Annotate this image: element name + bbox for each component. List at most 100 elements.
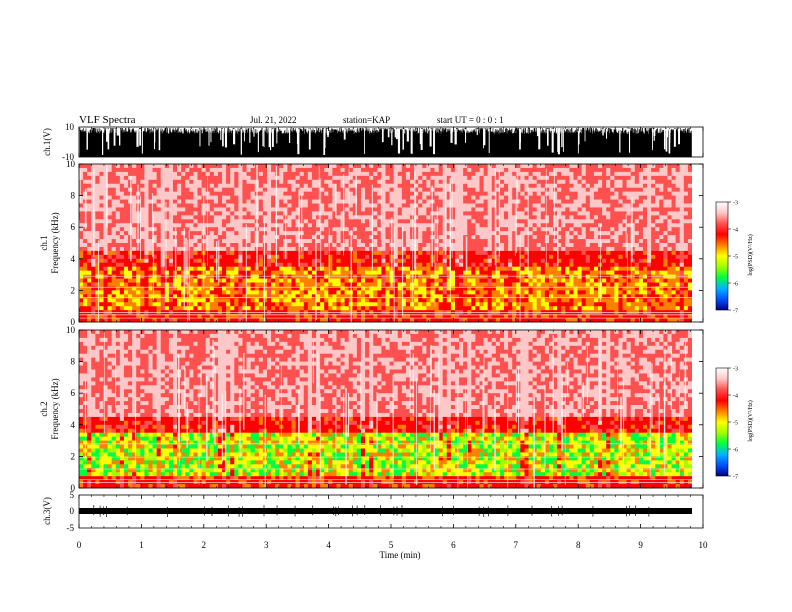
spectrogram-cell — [168, 318, 174, 323]
spectrogram-cell — [516, 191, 521, 196]
spectrogram-cell — [450, 286, 456, 291]
spectrogram-cell — [438, 195, 444, 200]
spectrogram-cell — [373, 270, 378, 275]
spectrogram-cell — [246, 298, 251, 303]
spectrogram-cell — [213, 306, 219, 311]
spectrogram-cell — [185, 207, 190, 212]
spectrogram-cell — [79, 164, 84, 169]
spectrogram-cell — [320, 246, 325, 252]
spectrogram-cell — [340, 199, 345, 204]
spectrogram-cell — [528, 286, 533, 291]
spectrogram-cell — [160, 278, 166, 283]
spectrogram-cell — [401, 282, 407, 287]
spectrogram-cell — [557, 167, 562, 173]
spectrogram-cell — [205, 314, 211, 319]
spectrogram-cell — [303, 306, 309, 311]
spectrogram-cell — [410, 199, 415, 204]
spectrogram-cell — [565, 282, 570, 287]
spectrogram-cell — [410, 235, 415, 240]
spectrogram-cell — [487, 203, 493, 208]
spectrogram-cell — [532, 266, 538, 271]
spectrogram-cell — [467, 254, 472, 260]
spectrogram-cell — [95, 227, 100, 232]
spectrogram-cell — [516, 175, 521, 181]
spectrogram-cell — [250, 187, 256, 192]
spectrogram-cell — [365, 227, 370, 232]
spectrogram-cell — [328, 199, 333, 204]
spectrogram-cell — [87, 278, 92, 283]
spectrogram-cell — [266, 187, 272, 192]
spectrogram-cell — [414, 179, 419, 185]
spectrogram-cell — [508, 195, 513, 200]
spectrogram-cell — [410, 211, 415, 216]
spectrogram-cell — [295, 199, 300, 204]
spectrogram-cell — [177, 187, 182, 192]
spectrogram-cell — [152, 223, 157, 228]
spectrogram-cell — [340, 250, 345, 256]
spectrogram-cell — [557, 250, 562, 256]
spectrogram-cell — [524, 286, 529, 291]
spectrogram-cell — [499, 167, 505, 173]
spectrogram-cell — [324, 243, 329, 248]
spectrogram-cell — [238, 167, 243, 173]
spectrogram-cell — [369, 191, 374, 196]
spectrogram-cell — [356, 306, 362, 311]
spectrogram-cell — [287, 211, 292, 216]
spectrogram-cell — [446, 207, 452, 212]
spectrogram-cell — [156, 207, 162, 212]
spectrogram-cell — [573, 164, 578, 169]
spectrogram-cell — [230, 195, 235, 200]
spectrogram-cell — [201, 179, 206, 185]
spectrogram-cell — [450, 219, 456, 224]
spectrogram-cell — [348, 227, 354, 232]
spectrogram-cell — [132, 314, 137, 319]
spectrogram-cell — [463, 278, 468, 283]
spectrogram-cell — [258, 223, 264, 228]
spectrogram-cell — [450, 239, 456, 244]
spectrogram-cell — [307, 187, 313, 192]
spectrogram-cell — [181, 314, 186, 319]
spectrogram-cell — [115, 191, 121, 196]
spectrogram-cell — [360, 203, 366, 208]
spectrogram-cell — [148, 258, 153, 264]
spectrogram-cell — [487, 266, 493, 271]
spectrogram-cell — [573, 175, 578, 181]
spectrogram-cell — [516, 258, 521, 264]
spectrogram-cell — [189, 258, 194, 264]
spectrogram-cell — [266, 183, 272, 188]
spectrogram-cell — [107, 290, 112, 295]
spectrogram-cell — [446, 219, 452, 224]
spectrogram-cell — [193, 164, 198, 169]
spectrogram-cell — [471, 258, 476, 264]
spectrogram-cell — [307, 246, 313, 252]
spectrogram-cell — [377, 203, 382, 208]
spectrogram-cell — [450, 167, 456, 173]
spectrogram-cell — [414, 175, 419, 181]
spectrogram-cell — [561, 243, 566, 248]
spectrogram-cell — [99, 298, 104, 303]
spectrogram-cell — [197, 207, 202, 212]
spectrogram-cell — [446, 239, 452, 244]
spectrogram-cell — [405, 282, 411, 287]
spectrogram-cell — [369, 274, 374, 279]
spectrogram-cell — [320, 235, 325, 240]
spectrogram-cell — [356, 227, 362, 232]
spectrogram-cell — [144, 306, 149, 311]
spectrogram-cell — [123, 254, 129, 260]
spectrogram-cell — [438, 211, 444, 216]
spectrogram-cell — [573, 298, 578, 303]
spectrogram-cell — [356, 243, 362, 248]
spectrogram-cell — [459, 219, 464, 224]
spectrogram-cell — [381, 227, 386, 232]
spectrogram-cell — [144, 175, 149, 181]
spectrogram-cell — [410, 164, 415, 169]
spectrogram-cell — [557, 215, 562, 220]
spectrogram-cell — [442, 250, 448, 256]
spectrogram-cell — [377, 286, 382, 291]
spectrogram-cell — [258, 171, 264, 177]
spectrogram-cell — [504, 243, 509, 248]
spectrogram-cell — [356, 223, 362, 228]
spectrogram-cell — [217, 314, 223, 319]
spectrogram-cell — [536, 203, 542, 208]
spectrogram-cell — [544, 179, 550, 185]
